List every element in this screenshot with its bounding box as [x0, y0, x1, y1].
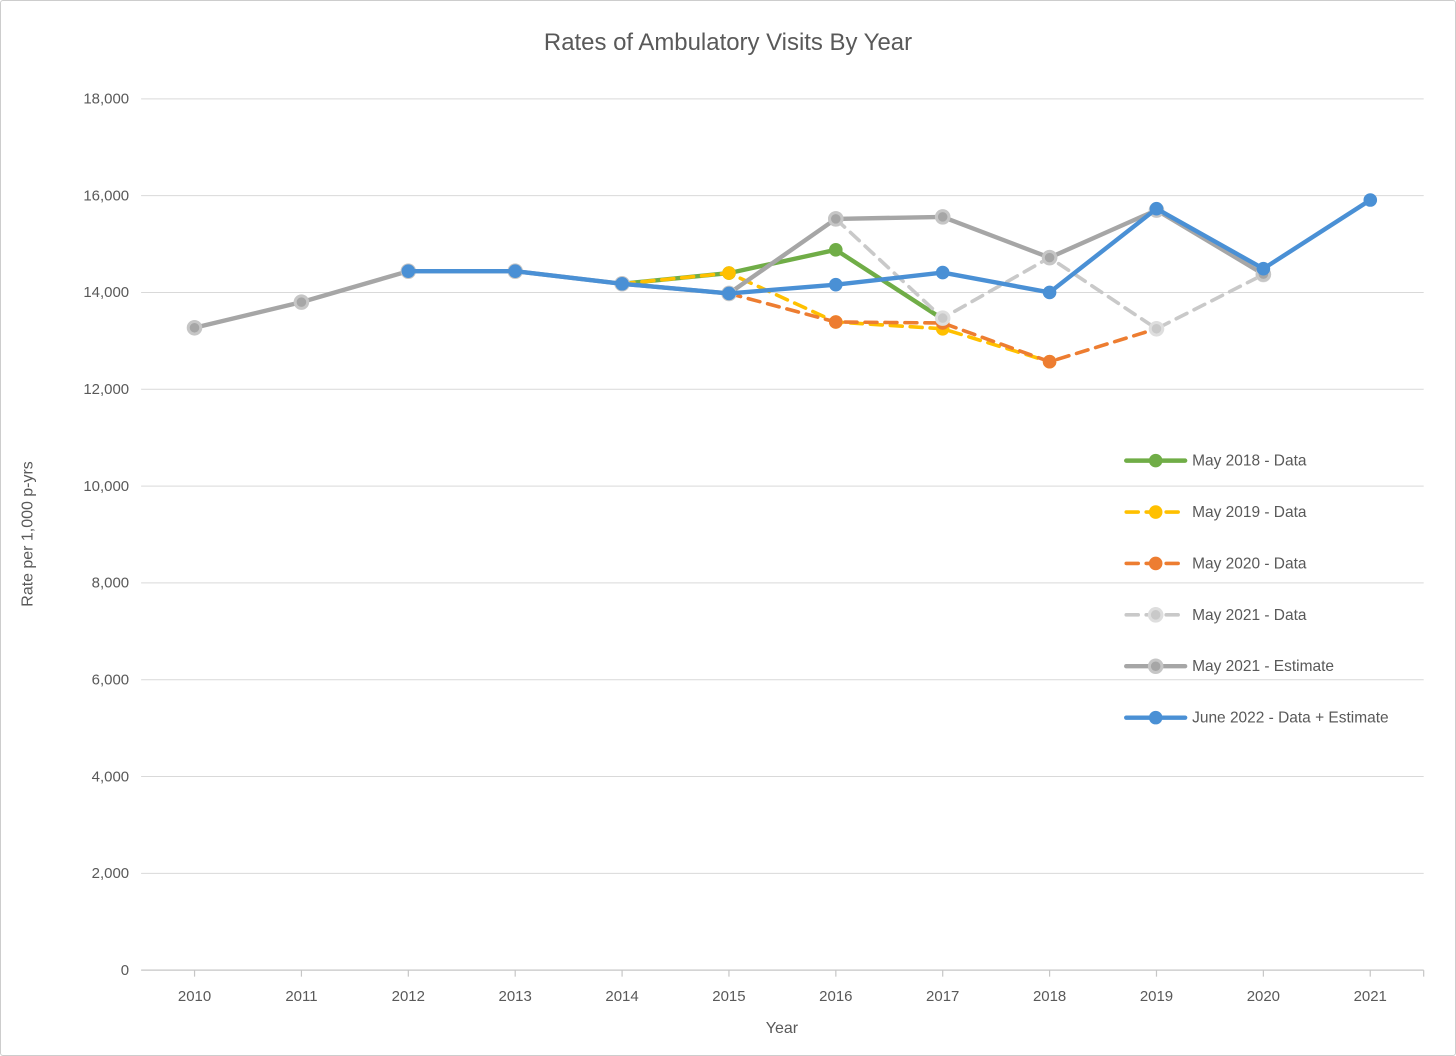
series-line-may-2020-data [727, 291, 1159, 364]
legend-swatch-marker [1147, 607, 1164, 623]
y-tick-label: 2,000 [92, 865, 129, 882]
legend: May 2018 - Data May 2019 - Data May 2020 -… [1124, 453, 1389, 727]
x-tick-label: 2012 [392, 988, 425, 1005]
x-tick-label: 2011 [285, 988, 317, 1005]
series-line-may-2018-data [619, 247, 945, 322]
y-tick-label: 8,000 [92, 575, 129, 592]
x-tick-label: 2010 [178, 988, 211, 1005]
data-point-may-2021-estimate [934, 209, 951, 225]
data-point-june-2022-data-estimate [829, 277, 843, 292]
y-tick-label: 12,000 [83, 381, 129, 398]
data-point-june-2022-data-estimate [1363, 193, 1378, 207]
y-tick-label: 14,000 [83, 284, 129, 301]
legend-item-may-2018-data: May 2018 - Data [1124, 453, 1307, 470]
data-point-may-2018-data [829, 243, 843, 257]
data-point-june-2022-data-estimate [615, 276, 629, 291]
gridlines [141, 98, 1424, 971]
legend-label: June 2022 - Data + Estimate [1192, 710, 1388, 727]
data-point-june-2022-data-estimate [1256, 261, 1271, 276]
series-line-june-2022-data-estimate [406, 197, 1373, 296]
data-point-may-2019-data [722, 266, 736, 280]
x-tick-label: 2015 [712, 988, 745, 1005]
y-tick-label: 18,000 [83, 91, 129, 108]
x-tick-label: 2017 [926, 988, 959, 1005]
x-tick-label: 2014 [605, 988, 638, 1005]
data-point-june-2022-data-estimate [722, 286, 736, 301]
x-axis-title: Year [766, 1020, 799, 1037]
legend-label: May 2019 - Data [1192, 504, 1307, 521]
legend-item-may-2021-data: May 2021 - Data [1124, 607, 1307, 624]
data-point-may-2021-estimate [1041, 249, 1058, 266]
legend-item-june-2022-data-estimate: June 2022 - Data + Estimate [1124, 710, 1389, 727]
y-tick-label: 0 [121, 962, 129, 979]
data-point-may-2021-estimate [828, 211, 844, 227]
legend-item-may-2019-data: May 2019 - Data [1124, 504, 1307, 521]
data-point-june-2022-data-estimate [1042, 285, 1057, 300]
y-tick-label: 16,000 [83, 187, 129, 204]
legend-swatch-marker [1148, 453, 1163, 468]
x-tick-label: 2021 [1354, 988, 1387, 1005]
x-tick-label: 2016 [819, 988, 852, 1005]
series-june-2022-data-estimate [401, 193, 1378, 301]
x-tick-label: 2020 [1247, 988, 1280, 1005]
legend-swatch-marker [1148, 505, 1163, 519]
legend-swatch-marker [1148, 710, 1163, 725]
legend-item-may-2020-data: May 2020 - Data [1124, 555, 1307, 572]
data-point-may-2020-data [829, 315, 843, 329]
chart-title: Rates of Ambulatory Visits By Year [544, 29, 912, 56]
data-point-may-2021-data [934, 310, 951, 326]
legend-swatch-marker [1147, 658, 1164, 675]
legend-swatch-marker [1148, 556, 1163, 571]
y-axis-title: Rate per 1,000 p-yrs [19, 461, 36, 606]
x-tick-label: 2019 [1140, 988, 1173, 1005]
data-point-june-2022-data-estimate [401, 264, 416, 278]
legend-label: May 2021 - Estimate [1192, 658, 1334, 675]
data-point-june-2022-data-estimate [1149, 201, 1164, 216]
axes: 0 2,000 4,000 6,000 8,000 10,000 12,000 14,000 1… [83, 91, 1425, 1005]
data-point-may-2021-data [1148, 320, 1165, 337]
data-point-may-2020-data [1042, 354, 1057, 369]
y-tick-label: 10,000 [83, 478, 129, 495]
x-tick-label: 2013 [499, 988, 532, 1005]
y-tick-label: 6,000 [92, 672, 129, 689]
legend-item-may-2021-estimate: May 2021 - Estimate [1124, 658, 1334, 675]
x-tick-label: 2018 [1033, 988, 1066, 1005]
legend-label: May 2020 - Data [1192, 555, 1307, 572]
data-point-june-2022-data-estimate [508, 264, 522, 278]
series-may-2021-data [828, 211, 1272, 337]
y-tick-label: 4,000 [92, 768, 129, 785]
series-lines [186, 193, 1378, 369]
legend-label: May 2018 - Data [1192, 453, 1307, 470]
data-point-june-2022-data-estimate [935, 265, 950, 280]
legend-label: May 2021 - Data [1192, 607, 1307, 624]
data-point-may-2021-estimate [293, 294, 310, 310]
data-point-may-2021-estimate [186, 319, 203, 336]
